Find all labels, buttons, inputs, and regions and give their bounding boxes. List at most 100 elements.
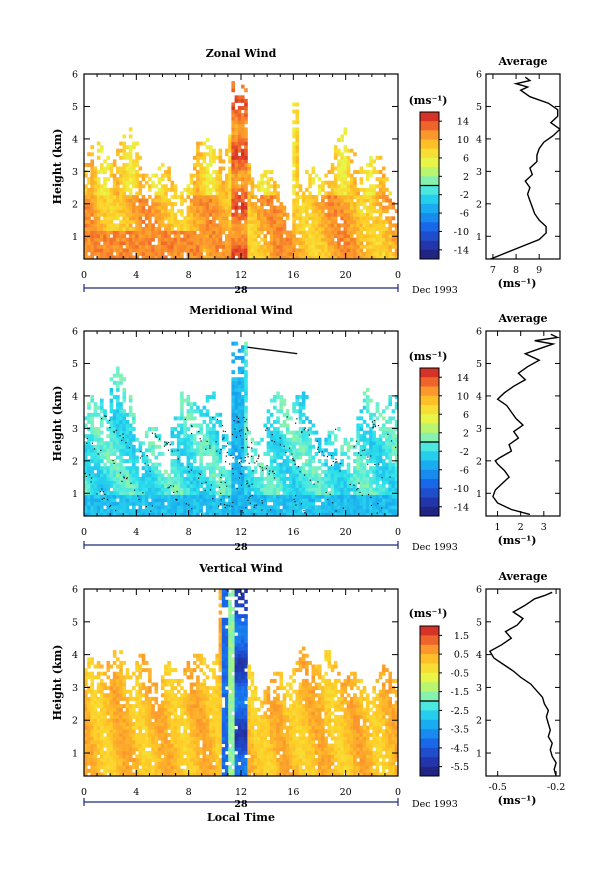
heatmap-cell <box>103 487 107 492</box>
heatmap-cell <box>369 194 373 199</box>
contour-dot <box>226 504 228 506</box>
heatmap-cell <box>394 241 398 246</box>
heatmap-cell <box>180 441 184 446</box>
heatmap-cell <box>167 512 171 516</box>
heatmap-cell <box>247 162 252 167</box>
heatmap-cell <box>122 469 127 474</box>
heatmap-cell <box>173 202 178 207</box>
heatmap-cell <box>186 241 191 246</box>
contour-dot <box>101 488 103 490</box>
heatmap-cell <box>266 194 271 199</box>
heatmap-cell <box>340 223 344 228</box>
heatmap-cell <box>116 462 120 467</box>
heatmap-cell <box>176 512 181 516</box>
heatmap-cell <box>314 216 319 221</box>
heatmap-cell <box>231 88 235 93</box>
heatmap-cell <box>285 212 290 217</box>
heatmap-cell <box>100 223 104 228</box>
heatmap-cell <box>298 437 303 442</box>
heatmap-cell <box>208 512 213 516</box>
profile-line <box>490 76 560 259</box>
heatmap-cell <box>138 244 143 249</box>
heatmap-cell <box>135 141 139 146</box>
heatmap-cell <box>372 423 376 428</box>
heatmap-cell <box>244 352 248 357</box>
heatmap-cell <box>285 241 290 246</box>
heatmap-cell <box>157 462 162 467</box>
heatmap-cell <box>244 345 248 350</box>
heatmap-cell <box>244 212 248 217</box>
heatmap-cell <box>192 255 197 259</box>
heatmap-cell <box>231 141 235 146</box>
heatmap-cell <box>327 226 332 231</box>
heatmap-cell <box>257 512 261 516</box>
heatmap-cell <box>93 230 98 235</box>
heatmap-cell <box>285 462 290 467</box>
heatmap-cell <box>269 209 274 214</box>
heatmap-cell <box>141 202 146 207</box>
heatmap-cell <box>196 205 200 210</box>
heatmap-cell <box>173 230 178 235</box>
heatmap-cell <box>385 491 389 496</box>
heatmap-cell <box>221 494 226 499</box>
heatmap-cell <box>237 173 242 178</box>
heatmap-cell <box>170 466 175 471</box>
heatmap-cell <box>106 226 111 231</box>
contour-dot <box>146 455 148 457</box>
heatmap-cell <box>276 248 280 253</box>
heatmap-cell <box>394 508 398 513</box>
heatmap-cell <box>96 251 101 256</box>
heatmap-cell <box>298 455 303 460</box>
heatmap-cell <box>87 162 91 167</box>
heatmap-cell <box>269 494 274 499</box>
heatmap-cell <box>295 512 300 516</box>
heatmap-cell <box>128 412 133 417</box>
heatmap-cell <box>282 441 287 446</box>
heatmap-cell <box>103 473 107 478</box>
heatmap-cell <box>292 451 296 456</box>
heatmap-cell <box>106 441 111 446</box>
heatmap-cell <box>349 198 354 203</box>
heatmap-cell <box>106 230 111 235</box>
heatmap-cell <box>324 473 328 478</box>
heatmap-cell <box>144 483 149 488</box>
heatmap-cell <box>311 473 316 478</box>
contour-dot <box>93 448 96 450</box>
heatmap-cell <box>372 441 376 446</box>
heatmap-cell <box>151 212 155 217</box>
heatmap-cell <box>199 155 203 160</box>
heatmap-cell <box>116 230 120 235</box>
heatmap-cell <box>372 234 376 239</box>
heatmap-cell <box>257 491 261 496</box>
heatmap-cell <box>241 466 245 471</box>
heatmap-cell <box>372 459 376 464</box>
heatmap-cell <box>353 476 357 481</box>
heatmap-cell <box>260 505 264 510</box>
heatmap-cell <box>241 184 245 189</box>
heatmap-cell <box>282 512 287 516</box>
heatmap-cell <box>106 155 111 160</box>
heatmap-cell <box>196 448 200 453</box>
heatmap-cell <box>205 412 210 417</box>
heatmap-cell <box>385 430 389 435</box>
heatmap-cell <box>394 473 398 478</box>
heatmap-cell <box>266 498 271 503</box>
heatmap-cell <box>192 476 197 481</box>
heatmap-cell <box>260 212 264 217</box>
heatmap-cell <box>276 209 280 214</box>
heatmap-cell <box>212 459 216 464</box>
heatmap-cell <box>343 191 348 196</box>
heatmap-cell <box>388 216 392 221</box>
heatmap-cell <box>90 505 95 510</box>
heatmap-cell <box>263 487 268 492</box>
contour-dot <box>304 427 306 429</box>
heatmap-cell <box>128 166 133 171</box>
heatmap-cell <box>231 155 235 160</box>
heatmap-cell <box>337 476 341 481</box>
heatmap-cell <box>346 448 351 453</box>
heatmap-cell <box>365 387 370 392</box>
heatmap-cell <box>87 255 91 259</box>
heatmap-cell <box>343 166 348 171</box>
heatmap-cell <box>308 505 312 510</box>
heatmap-cell <box>282 494 287 499</box>
